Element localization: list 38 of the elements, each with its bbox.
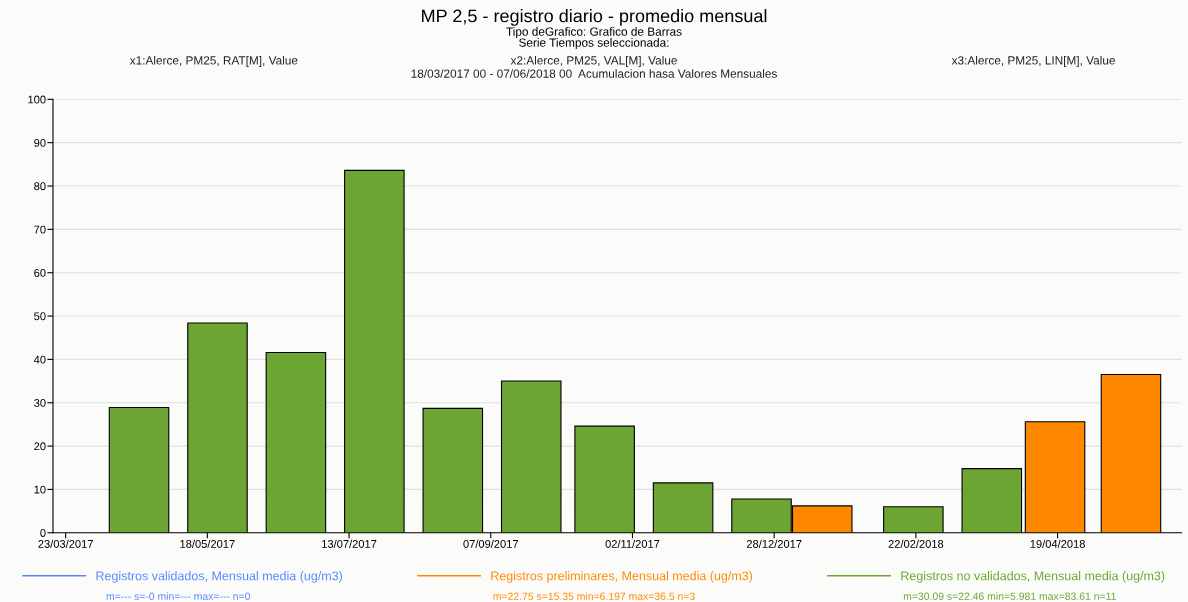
y-tick-label: 60 [34, 268, 46, 277]
text: m=22.75 s=15.35 min=6.197 max=36.5 n=3 [493, 592, 695, 600]
legend-label: Registros validados, Mensual media (ug/m3) [96, 571, 343, 583]
y-tick-label: 100 [28, 95, 46, 104]
chart-title: MP 2,5 - registro diario - promedio mensual [422, 9, 767, 26]
y-tick-label: 50 [34, 312, 46, 321]
y-tick-label: 80 [34, 182, 46, 191]
y-tick-label: 20 [34, 442, 46, 451]
text: x3:Alerce, PM25, LIN[M], Value [951, 55, 1115, 67]
text: m=30.09 s=22.46 min=5.981 max=83.61 n=11 [903, 592, 1116, 600]
x-tick-label: 28/12/2017 [746, 539, 802, 548]
legend-label: Registros preliminares, Mensual media (ug/m3) [491, 571, 753, 583]
text: m=--- s=-0 min=--- max=--- n=0 [106, 592, 250, 600]
bar [500, 380, 562, 533]
y-tick-label: 40 [33, 355, 46, 364]
chart-subtitle: Tipo deGrafico: Grafico de Barras Serie Tiempos seleccionada: [506, 27, 682, 50]
text: x2:Alerce, PM25, VAL[M], Value [510, 55, 677, 67]
bar [422, 407, 484, 533]
text: 18/03/2017 00 - 07/06/2018 00 Acumulacion hasa Valores Mensuales [411, 69, 777, 78]
x-tick-label: 13/07/2017 [322, 539, 377, 548]
y-tick-label: 0 [40, 529, 46, 537]
legend-label: Registros no validados, Mensual media (ug/m3) [901, 571, 1165, 583]
bar [1100, 374, 1162, 533]
bar [652, 482, 714, 533]
x-tick-label: 02/11/2017 [605, 539, 660, 548]
x-tick-label: 19/04/2018 [1030, 539, 1085, 548]
x-tick-label: 22/02/2018 [888, 539, 944, 548]
x-tick-label: 23/03/2017 [38, 539, 93, 548]
x-tick-label: 07/09/2017 [463, 539, 519, 548]
y-tick-label: 10 [34, 485, 46, 494]
x-tick-label: 18/05/2017 [180, 539, 235, 548]
bar [108, 406, 170, 533]
text: x1:Alerce, PM25, RAT[M], Value [129, 55, 298, 67]
bar [265, 351, 327, 533]
bar [961, 468, 1023, 533]
y-tick-label: 70 [34, 225, 46, 234]
y-tick-label: 30 [34, 399, 46, 407]
y-tick-label: 90 [34, 138, 46, 147]
